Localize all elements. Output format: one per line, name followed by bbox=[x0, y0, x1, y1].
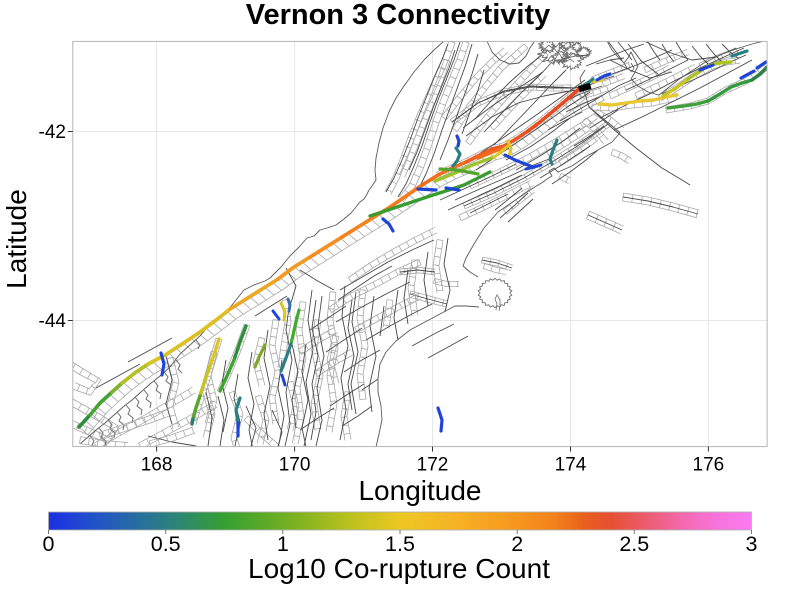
svg-text:Longitude: Longitude bbox=[358, 475, 481, 506]
svg-text:176: 176 bbox=[693, 455, 725, 476]
svg-text:1.5: 1.5 bbox=[385, 532, 415, 556]
svg-text:2: 2 bbox=[511, 532, 523, 556]
svg-text:0.5: 0.5 bbox=[151, 532, 181, 556]
svg-text:-44: -44 bbox=[39, 311, 67, 332]
svg-text:Log10 Co-rupture Count: Log10 Co-rupture Count bbox=[248, 553, 550, 584]
svg-text:-42: -42 bbox=[39, 122, 66, 143]
svg-text:168: 168 bbox=[141, 455, 173, 476]
svg-text:Latitude: Latitude bbox=[1, 189, 32, 289]
svg-text:3: 3 bbox=[746, 532, 758, 556]
svg-text:170: 170 bbox=[279, 455, 311, 476]
svg-text:172: 172 bbox=[417, 455, 449, 476]
svg-text:0: 0 bbox=[43, 532, 55, 556]
svg-text:174: 174 bbox=[555, 455, 587, 476]
svg-text:Vernon 3 Connectivity: Vernon 3 Connectivity bbox=[246, 0, 551, 31]
svg-text:1: 1 bbox=[277, 532, 289, 556]
svg-text:2.5: 2.5 bbox=[619, 532, 649, 556]
